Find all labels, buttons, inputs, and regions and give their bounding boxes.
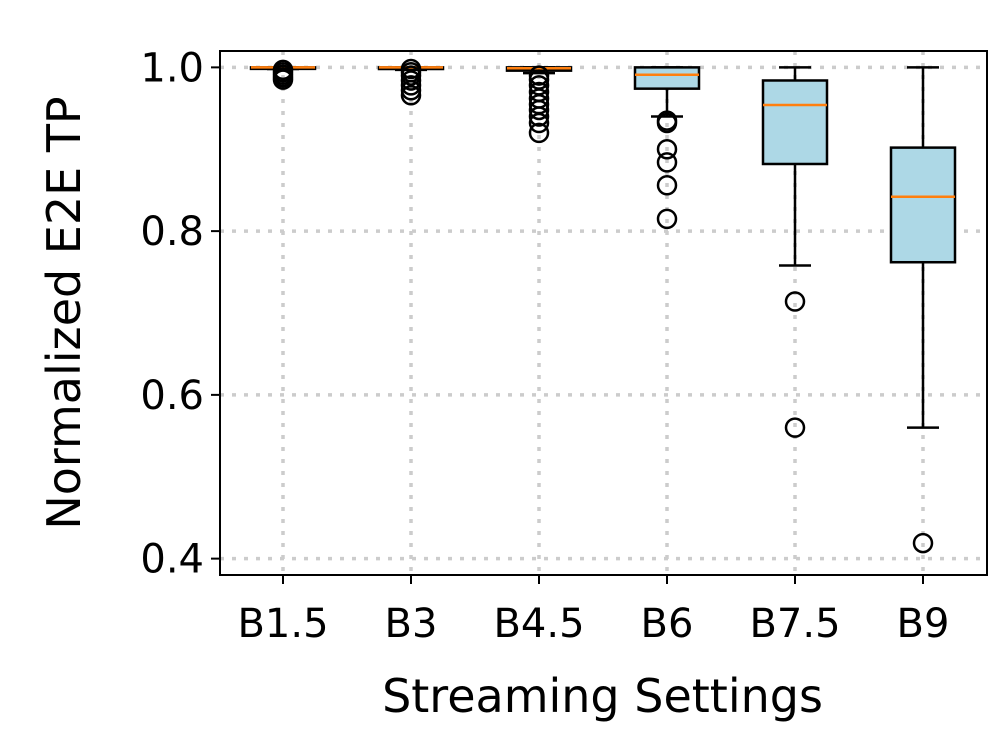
outlier-point: [528, 65, 550, 86]
outlier-point: [656, 152, 678, 173]
outlier-point: [528, 75, 550, 96]
box-B1.5: [249, 59, 317, 90]
x-axis-title: Streaming Settings: [382, 669, 823, 723]
outlier-point: [656, 139, 678, 160]
y-tick-label: 0.6: [140, 373, 204, 419]
box-iqr: [889, 146, 957, 264]
box-B3: [377, 58, 445, 106]
box-B9: [889, 66, 957, 554]
x-tick-label: B7.5: [749, 601, 840, 647]
box-series: [249, 58, 957, 554]
box-B6: [633, 66, 701, 230]
x-tick-label: B4.5: [493, 601, 584, 647]
grid-lines: [220, 51, 987, 575]
axis-ticks: 0.4 0.6 0.8 1.0 B1.5 B3 B4.5 B6 B7.5 B9: [140, 45, 949, 647]
y-tick-label: 0.8: [140, 209, 204, 255]
outlier-point: [912, 532, 934, 554]
x-tick-label: B9: [897, 601, 950, 647]
outlier-point: [528, 81, 550, 103]
outlier-point: [400, 70, 422, 91]
outlier-point: [784, 417, 806, 438]
x-tick-label: B6: [641, 601, 694, 647]
outlier-point: [656, 175, 678, 196]
outlier-point: [400, 84, 422, 106]
box-iqr: [633, 66, 701, 90]
outlier-point: [656, 110, 678, 131]
box-B7.5: [761, 66, 829, 438]
x-tick-label: B1.5: [237, 601, 328, 647]
y-tick-label: 1.0: [140, 45, 204, 91]
outlier-point: [400, 58, 422, 80]
box-iqr: [761, 79, 829, 166]
outlier-point: [528, 122, 550, 144]
y-axis-title: Normalized E2E TP: [37, 96, 91, 529]
outlier-point: [656, 208, 678, 230]
outlier-point: [784, 291, 806, 312]
x-tick-label: B3: [385, 601, 438, 647]
y-tick-label: 0.4: [140, 537, 204, 583]
box-B4.5: [505, 65, 573, 144]
outlier-point: [272, 59, 294, 81]
plot-area-frame: [219, 50, 988, 576]
outlier-point: [400, 75, 422, 96]
